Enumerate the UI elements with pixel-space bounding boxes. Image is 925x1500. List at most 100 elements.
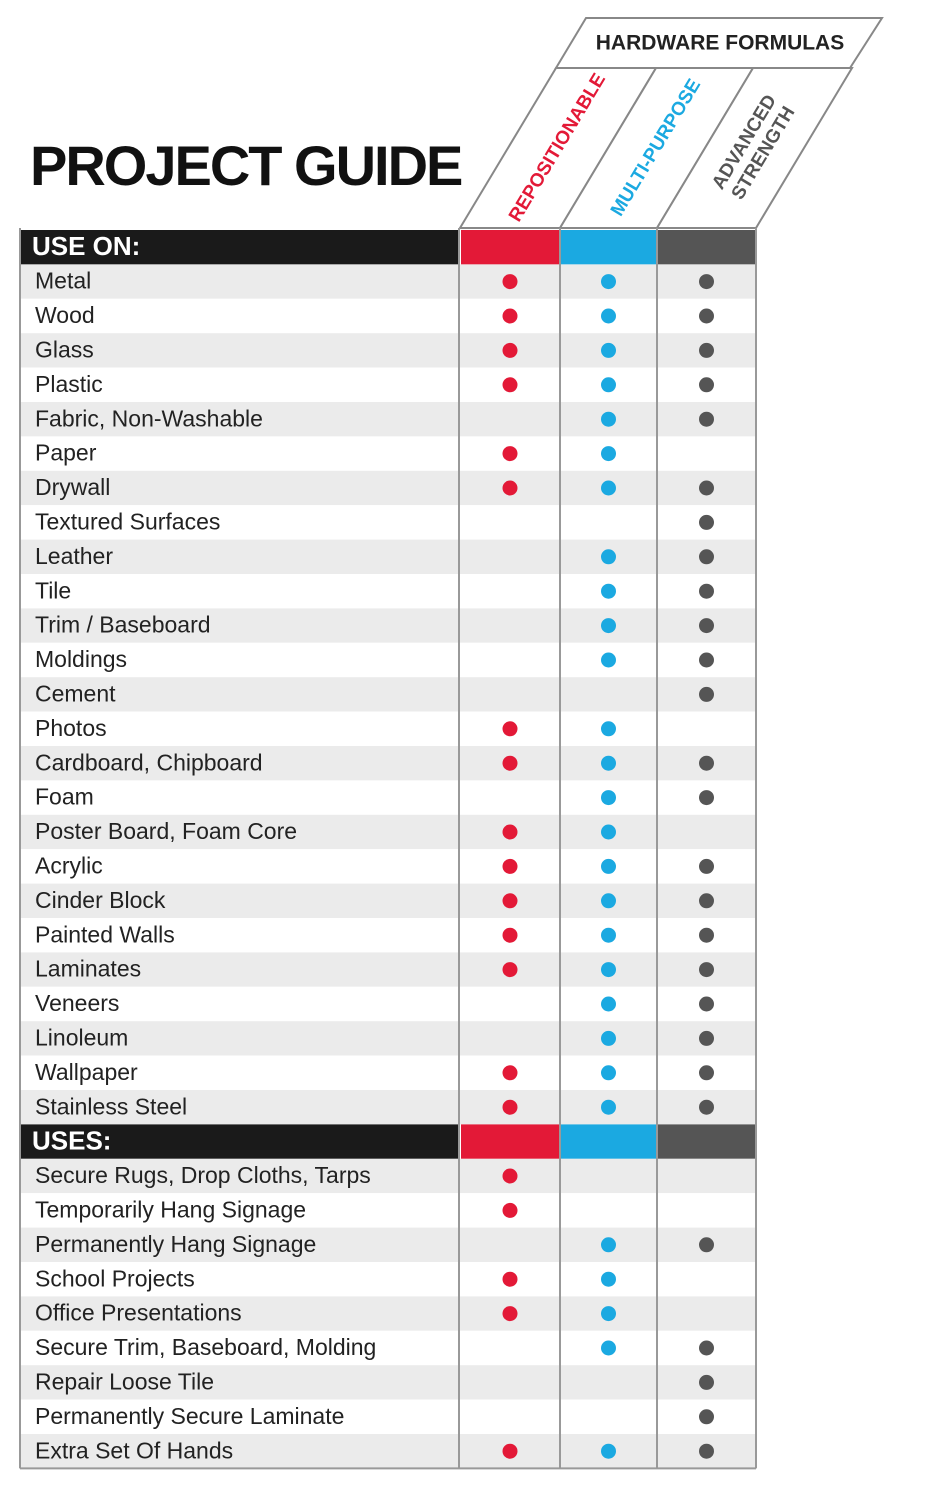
row-label: Secure Trim, Baseboard, Molding [35, 1334, 376, 1360]
dot [699, 1099, 714, 1115]
row-label: School Projects [35, 1265, 195, 1291]
row-label: Tile [35, 577, 71, 603]
dot [601, 1099, 616, 1115]
dot [699, 1409, 714, 1425]
row-label: Metal [35, 268, 91, 294]
row-label: Leather [35, 543, 113, 569]
row-background [20, 677, 756, 712]
dot [502, 377, 518, 393]
row-background [20, 918, 756, 953]
row-label: Laminates [35, 956, 141, 982]
dot [502, 1271, 518, 1287]
dot [601, 790, 616, 806]
dot [699, 996, 714, 1012]
dot [502, 893, 518, 909]
row-label: Fabric, Non-Washable [35, 405, 263, 431]
row-background [20, 367, 756, 402]
row-background [20, 436, 756, 471]
dot [601, 274, 616, 290]
row-label: Poster Board, Foam Core [35, 818, 297, 844]
dot [601, 1237, 616, 1253]
row-label: Textured Surfaces [35, 508, 220, 534]
row-label: Permanently Secure Laminate [35, 1403, 344, 1429]
dot [699, 308, 714, 324]
dot [502, 1443, 518, 1459]
row-background [20, 1158, 756, 1194]
dot [601, 377, 616, 393]
column-color-bar [461, 1124, 559, 1159]
row-label: Permanently Hang Signage [35, 1231, 316, 1257]
row-label: Linoleum [35, 1024, 128, 1050]
row-background [20, 539, 756, 574]
column-color-bar [658, 1124, 755, 1159]
row-label: Moldings [35, 646, 127, 672]
dot [502, 342, 518, 358]
row-background [20, 1399, 756, 1434]
dot [699, 1340, 714, 1356]
row-background [20, 1434, 756, 1469]
dot [699, 274, 714, 290]
dot [699, 1237, 714, 1253]
row-background [20, 298, 756, 334]
row-background [20, 1227, 756, 1262]
dot [699, 1374, 714, 1390]
row-background [20, 505, 756, 540]
dot [601, 996, 616, 1012]
row-label: Drywall [35, 474, 110, 500]
dot [699, 927, 714, 943]
dot [601, 962, 616, 978]
section-header-bar [20, 230, 458, 265]
row-label: Cement [35, 680, 116, 706]
dot [502, 1306, 518, 1322]
row-background [20, 814, 756, 850]
dot [601, 1443, 616, 1459]
dot [699, 618, 714, 634]
row-background [20, 608, 756, 643]
dot [601, 1065, 616, 1081]
dot [601, 1030, 616, 1046]
row-label: Veneers [35, 990, 119, 1016]
dot [502, 858, 518, 874]
dot [601, 342, 616, 358]
row-background [20, 402, 756, 437]
row-background [20, 746, 756, 781]
title: PROJECT GUIDE [30, 134, 462, 197]
dot [601, 411, 616, 427]
dot [601, 549, 616, 565]
row-label: Painted Walls [35, 921, 175, 947]
dot [699, 652, 714, 668]
dot [699, 686, 714, 702]
column-color-bar [461, 230, 559, 265]
dot [601, 824, 616, 840]
row-label: Cardboard, Chipboard [35, 749, 263, 775]
dot [601, 893, 616, 909]
row-background [20, 1365, 756, 1400]
row-label: Repair Loose Tile [35, 1368, 214, 1394]
column-color-bar [561, 1124, 656, 1159]
dot [699, 480, 714, 496]
dot [601, 858, 616, 874]
row-background [20, 1296, 756, 1331]
dot [502, 927, 518, 943]
dot [502, 755, 518, 771]
group-header: HARDWARE FORMULAS [596, 32, 844, 55]
dot [502, 824, 518, 840]
row-label: Paper [35, 440, 97, 466]
row-background [20, 849, 756, 884]
dot [502, 1202, 518, 1218]
row-background [20, 1090, 756, 1125]
dot [601, 755, 616, 771]
row-label: Wood [35, 302, 95, 328]
dot [601, 721, 616, 737]
dot [699, 549, 714, 565]
dot [502, 1168, 518, 1184]
dot [502, 480, 518, 496]
dot [699, 1443, 714, 1459]
row-background [20, 986, 756, 1022]
row-background [20, 574, 756, 609]
dot [699, 790, 714, 806]
row-background [20, 711, 756, 746]
dot [502, 308, 518, 324]
dot [699, 755, 714, 771]
